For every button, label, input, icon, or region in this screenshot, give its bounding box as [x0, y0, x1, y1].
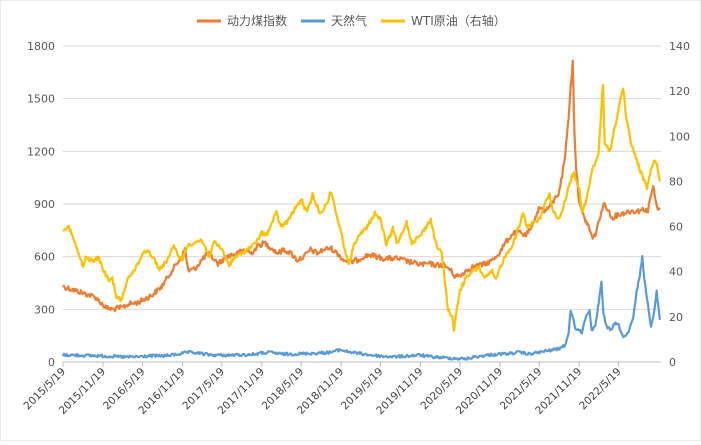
- y-left-tick-label: 900: [34, 198, 55, 211]
- y-right-tick-label: 60: [669, 221, 683, 234]
- gridlines: [63, 45, 661, 310]
- legend: 动力煤指数 天然气 WTI原油（右轴）: [197, 13, 506, 28]
- legend-label: 天然气: [331, 13, 367, 28]
- y-left-tick-label: 300: [34, 303, 55, 316]
- y-right-tick-label: 120: [669, 85, 690, 98]
- y-left-tick-label: 0: [48, 356, 55, 369]
- y-left-tick-label: 1800: [27, 40, 55, 53]
- y-right-tick-label: 20: [669, 311, 683, 324]
- series-lines: [61, 59, 662, 361]
- series-line-3: [62, 83, 661, 332]
- y-right-tick-label: 0: [669, 356, 676, 369]
- y-left-tick-label: 1200: [27, 145, 55, 158]
- y-right-tick-label: 140: [669, 40, 690, 53]
- y-right-tick-label: 80: [669, 175, 683, 188]
- legend-label: 动力煤指数: [227, 13, 287, 28]
- y-left-tick-label: 600: [34, 251, 55, 264]
- series-line-1: [62, 59, 661, 313]
- series-line-2: [61, 255, 662, 361]
- legend-label: WTI原油（右轴）: [411, 13, 506, 28]
- y-left-tick-label: 1500: [27, 93, 55, 106]
- y-right-tick-label: 100: [669, 130, 690, 143]
- y-right-tick-label: 40: [669, 266, 683, 279]
